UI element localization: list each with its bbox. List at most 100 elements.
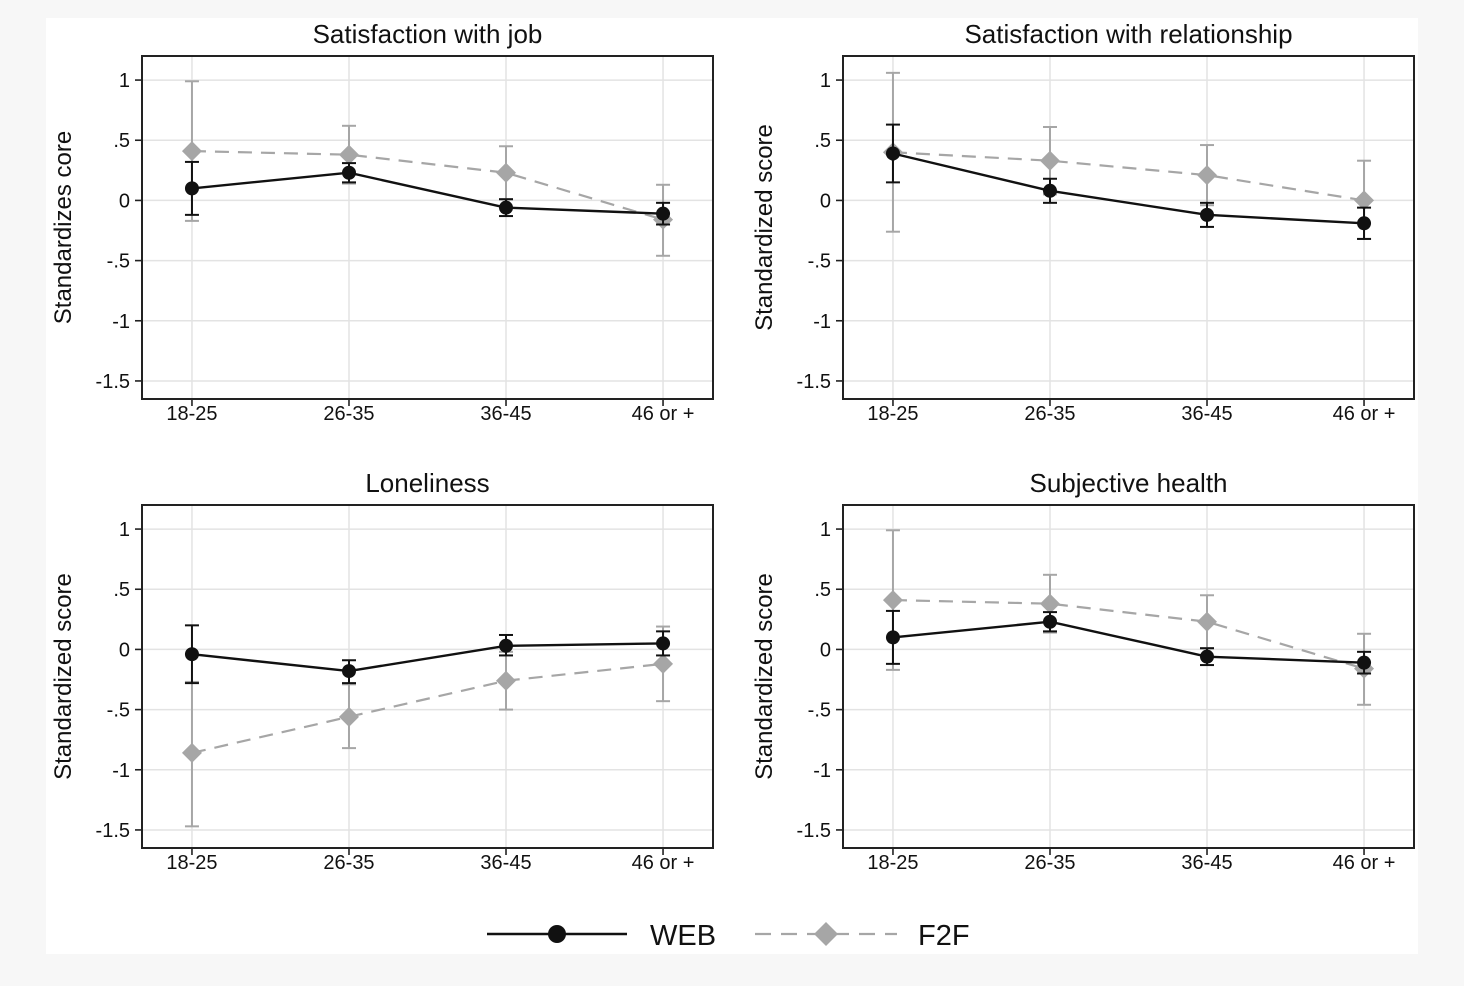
x-tick-label: 46 or +: [632, 403, 695, 425]
y-tick-label: 1: [119, 70, 130, 92]
panel-title: Satisfaction with job: [313, 19, 543, 49]
y-axis-label: Standardizes core: [50, 131, 77, 324]
f2f-point: [1039, 593, 1060, 614]
y-tick-label: -.5: [808, 700, 831, 722]
series-web: [184, 160, 671, 226]
x-tick-label: 46 or +: [1333, 403, 1396, 425]
web-line: [191, 642, 664, 673]
web-point: [341, 664, 356, 679]
plot-area: [142, 56, 713, 399]
x-tick-label: 36-45: [480, 403, 531, 425]
series-f2f: [181, 625, 674, 828]
y-tick-label: .5: [113, 130, 130, 152]
chart-panel-1: 1 .5 0 -.5 -1 -1.5 18-25 26-35 36-45 46 or + Satis…: [50, 19, 714, 425]
x-tick-label: 46 or +: [1333, 852, 1396, 874]
plot-area: [843, 56, 1414, 399]
f2f-line: [892, 151, 1365, 202]
web-line: [892, 620, 1365, 664]
f2f-point: [1197, 611, 1218, 632]
f2f-point: [338, 706, 359, 727]
y-tick-label: 0: [820, 190, 831, 212]
f2f-line: [892, 598, 1365, 670]
f2f-point: [338, 144, 359, 165]
y-tick-label: 0: [119, 639, 130, 661]
web-point: [885, 146, 900, 161]
f2f-point: [1039, 150, 1060, 171]
plot-frame: [141, 504, 714, 849]
chart-panel-3: 1 .5 0 -.5 -1 -1.5 18-25 26-35 36-45 46 or + Lonel…: [50, 468, 714, 874]
chart-panel-2: 1 .5 0 -.5 -1 -1.5 18-25 26-35 36-45 46 or + Satis…: [751, 19, 1415, 425]
series-f2f: [882, 529, 1375, 706]
f2f-point: [181, 742, 202, 763]
x-tick-label: 26-35: [1024, 852, 1075, 874]
y-tick-label: 1: [820, 519, 831, 541]
y-tick-label: -1: [813, 760, 831, 782]
web-point: [885, 630, 900, 645]
f2f-point: [496, 670, 517, 691]
y-tick-label: -.5: [808, 251, 831, 273]
plot-area: [142, 505, 713, 848]
y-tick-label: 0: [119, 190, 130, 212]
y-tick-label: -1: [112, 760, 130, 782]
y-tick-label: -1.5: [797, 371, 831, 393]
legend-f2f-marker: [814, 922, 838, 946]
y-tick-label: .5: [814, 130, 831, 152]
y-tick-label: -.5: [107, 700, 130, 722]
chart-panels: 1.50-.5-1-1.518-25 26-35 36-45 46 or +Satis…: [50, 19, 1415, 874]
legend-web-label: WEB: [650, 920, 716, 952]
y-tick-label: -1.5: [96, 820, 130, 842]
chart-panel-4: 1 .5 0 -.5 -1 -1.5 18-25 26-35 36-45 46 or + Subje…: [751, 468, 1415, 874]
f2f-point: [1197, 165, 1218, 186]
plot-frame: [842, 55, 1415, 400]
plot-frame: [842, 504, 1415, 849]
legend-item-web: WEB: [487, 920, 716, 952]
web-point: [1357, 655, 1372, 670]
web-point: [184, 181, 199, 196]
web-point: [341, 165, 356, 180]
x-tick-label: 36-45: [1181, 403, 1232, 425]
x-tick-label: 26-35: [323, 403, 374, 425]
x-tick-label: 18-25: [166, 403, 217, 425]
series-web: [885, 609, 1372, 675]
x-tick-label: 36-45: [1181, 852, 1232, 874]
plot-area: [843, 505, 1414, 848]
y-tick-label: 0: [820, 639, 831, 661]
panel-title: Satisfaction with relationship: [964, 19, 1292, 49]
legend-web-marker: [548, 925, 566, 943]
web-point: [1357, 216, 1372, 231]
f2f-point: [882, 590, 903, 611]
plot-frame: [141, 55, 714, 400]
web-point: [499, 200, 514, 215]
web-point: [499, 638, 514, 653]
web-line: [191, 171, 664, 215]
x-tick-label: 26-35: [323, 852, 374, 874]
legend-item-f2f: F2F: [755, 920, 970, 952]
panel-title: Subjective health: [1029, 468, 1227, 498]
web-point: [1042, 183, 1057, 198]
x-tick-label: 46 or +: [632, 852, 695, 874]
y-tick-label: .5: [814, 579, 831, 601]
y-tick-label: -1: [112, 311, 130, 333]
web-point: [1200, 207, 1215, 222]
legend-f2f-label: F2F: [918, 920, 970, 952]
f2f-point: [653, 653, 674, 674]
f2f-line: [191, 662, 664, 754]
x-tick-label: 18-25: [867, 852, 918, 874]
y-axis-label: Standardized score: [751, 124, 778, 331]
web-line: [892, 152, 1365, 225]
y-tick-label: 1: [119, 519, 130, 541]
f2f-line: [191, 149, 664, 221]
y-tick-label: 1: [820, 70, 831, 92]
web-point: [1042, 614, 1057, 629]
web-point: [1200, 649, 1215, 664]
series-web: [885, 123, 1372, 240]
x-tick-label: 26-35: [1024, 403, 1075, 425]
y-axis-label: Standardized score: [751, 573, 778, 780]
panel-title: Loneliness: [365, 468, 489, 498]
web-point: [184, 647, 199, 662]
legend: WEB F2F: [487, 920, 970, 952]
f2f-point: [496, 162, 517, 183]
y-tick-label: .5: [113, 579, 130, 601]
series-f2f: [181, 80, 674, 257]
